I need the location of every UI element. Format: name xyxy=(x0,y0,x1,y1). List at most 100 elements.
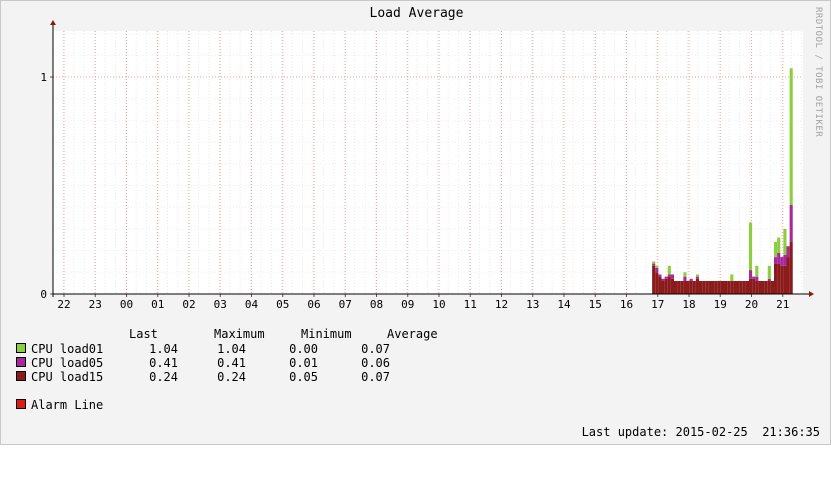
bar-segment xyxy=(667,265,671,275)
legend-max: 0.41 xyxy=(217,356,246,370)
bar-segment xyxy=(780,257,784,266)
bar-segment xyxy=(667,276,671,294)
bar-segment xyxy=(655,267,659,273)
load05-swatch xyxy=(16,357,26,367)
bar-segment xyxy=(674,280,678,294)
bar-segment xyxy=(658,276,662,294)
bar-segment xyxy=(777,263,781,294)
bar-segment xyxy=(680,280,684,294)
bar-segment xyxy=(664,276,668,279)
bar-segment xyxy=(667,274,671,277)
legend-row-load15: CPU load15 0.24 0.24 0.05 0.07 xyxy=(16,370,390,384)
bar-segment xyxy=(683,276,687,281)
x-tick-label: 02 xyxy=(182,298,195,311)
legend-header-average: Average xyxy=(387,327,438,341)
bar-segment xyxy=(720,280,724,294)
bar-segment xyxy=(786,246,790,258)
legend-header-maximum: Maximum xyxy=(214,327,265,341)
legend-avg: 0.07 xyxy=(361,342,390,356)
bar-segment xyxy=(755,280,759,294)
bar-segment xyxy=(767,278,771,281)
bar-segment xyxy=(714,280,718,294)
bar-segment xyxy=(677,280,681,294)
legend-header-minimum: Minimum xyxy=(301,327,352,341)
bar-segment xyxy=(789,68,793,206)
graph-frame: Load Average RRDTOOL / TOBI OETIKER 0 1 22… xyxy=(0,0,831,445)
legend-min: 0.01 xyxy=(289,356,318,370)
bar-segment xyxy=(661,280,665,294)
bar-segment xyxy=(749,278,753,294)
alarm-swatch xyxy=(16,399,26,409)
bar-segment xyxy=(702,280,706,294)
bar-segment xyxy=(742,280,746,294)
legend-label: CPU load01 xyxy=(31,342,104,356)
bar-segment xyxy=(683,272,687,277)
x-tick-label: 20 xyxy=(745,298,758,311)
x-tick-label: 12 xyxy=(495,298,508,311)
bar-segment xyxy=(745,280,749,294)
bar-segment xyxy=(652,265,656,294)
x-tick-label: 09 xyxy=(401,298,414,311)
bar-segment xyxy=(764,280,768,294)
bar-segment xyxy=(717,280,721,294)
x-tick-label: 13 xyxy=(526,298,539,311)
y-tick-label: 0 xyxy=(40,288,47,301)
legend-header-last: Last xyxy=(129,327,158,341)
bar-segment xyxy=(670,274,674,279)
bar-segment xyxy=(689,278,693,281)
x-tick-label: 04 xyxy=(245,298,259,311)
x-tick-label: 23 xyxy=(89,298,102,311)
plot-background xyxy=(53,31,803,294)
x-tick-label: 07 xyxy=(339,298,352,311)
x-tick-label: 18 xyxy=(682,298,695,311)
bar-segment xyxy=(761,280,765,294)
x-tick-label: 22 xyxy=(57,298,70,311)
legend-avg: 0.06 xyxy=(361,356,390,370)
bar-segment xyxy=(661,278,665,281)
bar-segment xyxy=(730,280,734,294)
bar-segment xyxy=(670,278,674,294)
bar-segment xyxy=(695,276,699,279)
x-tick-label: 21 xyxy=(776,298,789,311)
legend-max: 0.24 xyxy=(217,370,246,384)
bar-segment xyxy=(752,278,756,294)
bar-segment xyxy=(727,280,731,294)
bar-segment xyxy=(774,257,778,264)
bar-segment xyxy=(730,274,734,281)
x-tick-label: 00 xyxy=(120,298,133,311)
bar-segment xyxy=(708,280,712,294)
bar-segment xyxy=(724,280,728,294)
bar-segment xyxy=(664,278,668,294)
legend-avg: 0.07 xyxy=(361,370,390,384)
x-tick-label: 08 xyxy=(370,298,383,311)
legend-last: 0.24 xyxy=(149,370,178,384)
load01-swatch xyxy=(16,343,26,353)
x-tick-label: 16 xyxy=(620,298,633,311)
bar-segment xyxy=(752,276,756,279)
legend-label: Alarm Line xyxy=(31,398,104,412)
bar-segment xyxy=(789,205,793,242)
legend-min: 0.00 xyxy=(289,342,318,356)
bar-segment xyxy=(774,263,778,294)
load15-swatch xyxy=(16,371,26,381)
bar-segment xyxy=(780,265,784,294)
bar-segment xyxy=(652,261,656,264)
legend-min: 0.05 xyxy=(289,370,318,384)
last-update: Last update: 2015-02-25 21:36:35 xyxy=(581,425,820,439)
x-tick-label: 10 xyxy=(432,298,445,311)
y-tick-label: 1 xyxy=(40,71,47,84)
watermark: RRDTOOL / TOBI OETIKER xyxy=(813,7,823,138)
bar-segment xyxy=(783,228,787,255)
legend-label: CPU load15 xyxy=(31,370,104,384)
legend-last: 1.04 xyxy=(149,342,178,356)
bar-segment xyxy=(786,257,790,294)
bar-segment xyxy=(770,280,774,294)
bar-segment xyxy=(789,241,793,294)
bar-segment xyxy=(777,237,781,253)
bar-segment xyxy=(692,280,696,294)
x-tick-label: 15 xyxy=(589,298,602,311)
bar-segment xyxy=(686,280,690,294)
x-axis-arrow xyxy=(809,291,814,297)
legend-row-alarm: Alarm Line xyxy=(16,398,103,412)
